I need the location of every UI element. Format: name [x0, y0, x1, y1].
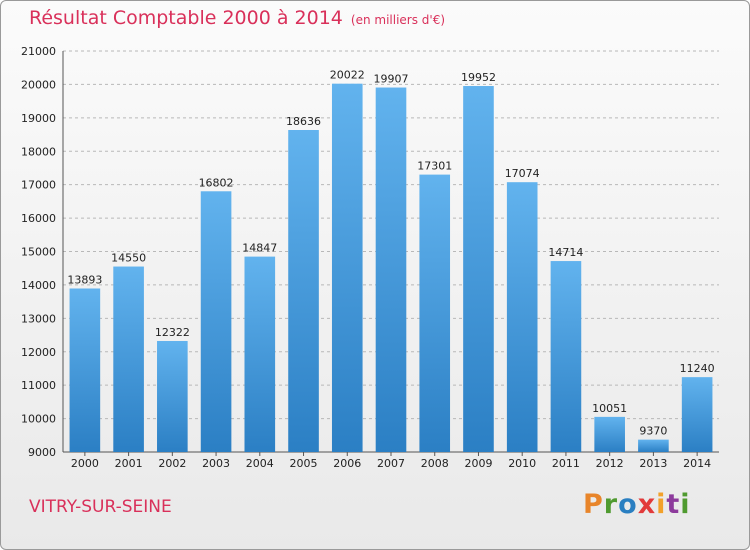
bar	[375, 87, 407, 452]
x-tick-label: 2008	[421, 457, 449, 470]
bar	[681, 377, 713, 452]
data-label: 13893	[67, 273, 102, 286]
data-label: 18636	[286, 115, 321, 128]
x-tick-label: 2004	[246, 457, 274, 470]
logo-letter: i	[656, 489, 667, 520]
y-tick-label: 15000	[21, 246, 56, 259]
y-tick-label: 19000	[21, 112, 56, 125]
bar	[113, 266, 144, 452]
data-label: 14847	[242, 242, 277, 255]
y-tick-label: 21000	[21, 45, 56, 58]
x-tick-label: 2012	[596, 457, 624, 470]
x-tick-label: 2003	[202, 457, 230, 470]
x-tick-label: 2006	[333, 457, 361, 470]
x-tick-label: 2010	[508, 457, 536, 470]
city-name: VITRY-SUR-SEINE	[29, 497, 172, 517]
x-tick-label: 2014	[683, 457, 711, 470]
bar	[506, 182, 538, 452]
bar	[288, 129, 319, 452]
data-label: 9370	[639, 425, 667, 438]
x-tick-label: 2007	[377, 457, 405, 470]
bar	[331, 83, 363, 452]
chart-title: Résultat Comptable 2000 à 2014 (en millie…	[29, 7, 445, 29]
data-label: 17074	[505, 167, 540, 180]
bar	[463, 86, 494, 453]
data-label: 10051	[592, 402, 627, 415]
data-label: 16802	[199, 176, 234, 189]
bar	[638, 439, 669, 452]
data-label: 19952	[461, 71, 496, 84]
y-tick-label: 11000	[21, 379, 56, 392]
y-tick-label: 18000	[21, 145, 56, 158]
y-tick-label: 16000	[21, 212, 56, 225]
logo-letter: i	[680, 489, 691, 520]
data-label: 17301	[417, 160, 452, 173]
chart-title-text: Résultat Comptable 2000 à 2014	[29, 7, 343, 29]
y-tick-label: 13000	[21, 312, 56, 325]
bar	[550, 261, 582, 452]
proxiti-logo: Proxiti	[583, 489, 691, 520]
labels: 9000 10000 11000 12000 13000 14000 15000 16000 1…	[21, 45, 715, 470]
logo-letter: t	[666, 489, 681, 520]
data-label: 12322	[155, 326, 190, 339]
y-tick-label: 9000	[28, 446, 56, 459]
data-label: 14550	[111, 252, 146, 265]
bar	[200, 191, 232, 452]
x-tick-label: 2005	[290, 457, 318, 470]
x-tick-label: 2002	[158, 457, 186, 470]
y-tick-label: 17000	[21, 179, 56, 192]
bar	[69, 288, 101, 452]
data-label: 11240	[680, 362, 715, 375]
bar	[157, 340, 188, 452]
logo-letter: r	[603, 489, 619, 520]
x-tick-label: 2000	[71, 457, 99, 470]
logo-letter: x	[637, 489, 657, 520]
y-tick-label: 10000	[21, 413, 56, 426]
y-tick-label: 14000	[21, 279, 56, 292]
bars	[69, 83, 713, 453]
x-tick-label: 2011	[552, 457, 580, 470]
logo-letter: o	[618, 489, 638, 520]
logo-letter: P	[583, 489, 604, 520]
data-label: 20022	[330, 69, 365, 82]
bar	[244, 256, 276, 452]
x-tick-label: 2001	[115, 457, 143, 470]
y-tick-label: 12000	[21, 346, 56, 359]
x-tick-label: 2013	[639, 457, 667, 470]
bar	[419, 174, 451, 452]
y-tick-label: 20000	[21, 78, 56, 91]
x-tick-label: 2009	[464, 457, 492, 470]
bar	[594, 416, 625, 452]
chart-subtitle: (en milliers d'€)	[350, 13, 446, 27]
data-label: 19907	[374, 73, 409, 86]
data-label: 14714	[548, 246, 583, 259]
